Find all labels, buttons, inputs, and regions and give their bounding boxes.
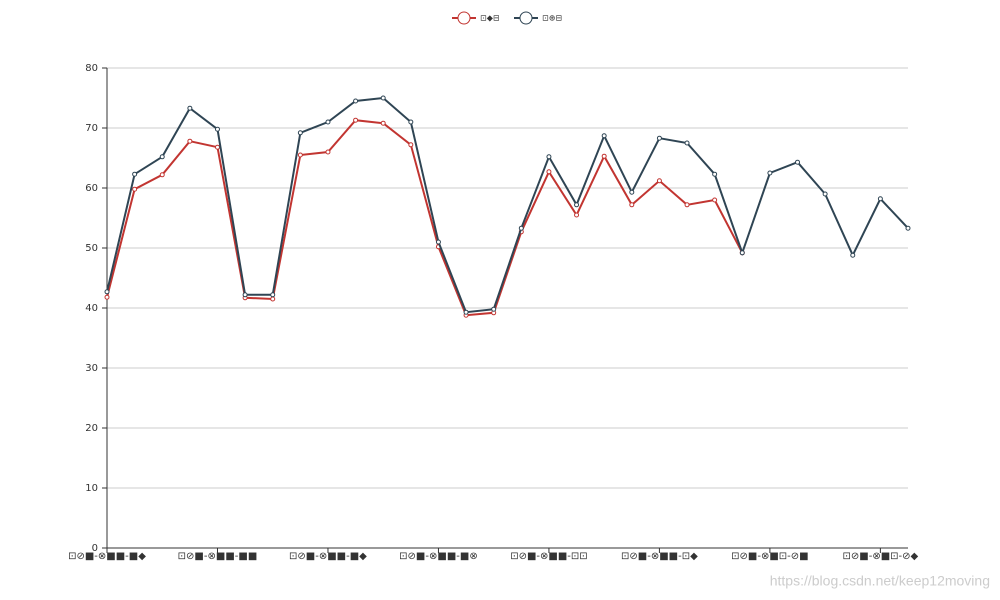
- y-tick-label: 20: [85, 423, 98, 434]
- data-point: [214, 126, 220, 132]
- watermark: https://blog.csdn.net/keep12moving: [770, 573, 990, 589]
- x-tick-label: ⊡⊘■-⊗■■-■■: [178, 551, 258, 562]
- data-point: [325, 119, 331, 125]
- y-tick-label: 60: [85, 183, 98, 194]
- data-point: [104, 294, 110, 300]
- data-point: [353, 117, 359, 123]
- y-tick-label: 40: [85, 303, 98, 314]
- data-point: [712, 171, 718, 177]
- data-point: [767, 170, 773, 176]
- data-point: [546, 154, 552, 160]
- data-point: [712, 197, 718, 203]
- data-point: [795, 159, 801, 165]
- data-point: [905, 225, 911, 231]
- y-tick-label: 80: [85, 63, 98, 74]
- data-point: [822, 191, 828, 197]
- y-tick-label: 30: [85, 363, 98, 374]
- data-point: [325, 149, 331, 155]
- data-point: [297, 152, 303, 158]
- data-point: [491, 306, 497, 312]
- data-point: [380, 95, 386, 101]
- x-tick-label: ⊡⊘■-⊗■■-⊡⊡: [510, 551, 587, 562]
- data-point: [518, 225, 524, 231]
- data-point: [380, 120, 386, 126]
- x-tick-label: ⊡⊘■-⊗■⊡-⊘◆: [843, 551, 919, 562]
- data-point: [601, 133, 607, 139]
- data-point: [574, 212, 580, 218]
- x-tick-label: ⊡⊘■-⊗■■-⊡◆: [621, 551, 698, 562]
- data-point: [297, 130, 303, 136]
- data-point: [850, 252, 856, 258]
- data-point: [546, 169, 552, 175]
- data-point: [353, 98, 359, 104]
- data-point: [132, 171, 138, 177]
- x-tick-label: ⊡⊘■-⊗■■-■◆: [68, 551, 146, 562]
- x-tick-label: ⊡⊘■-⊗■■-■⊗: [399, 551, 478, 562]
- data-point: [629, 189, 635, 195]
- data-point: [684, 140, 690, 146]
- data-point: [187, 138, 193, 144]
- y-tick-label: 50: [85, 243, 98, 254]
- data-point: [159, 154, 165, 160]
- data-point: [574, 202, 580, 208]
- y-tick-label: 10: [85, 483, 98, 494]
- data-point: [242, 292, 248, 298]
- legend-marker: [457, 11, 471, 25]
- y-tick-label: 0: [92, 543, 98, 554]
- data-point: [877, 196, 883, 202]
- data-point: [629, 202, 635, 208]
- data-point: [187, 105, 193, 111]
- x-tick-label: ⊡⊘■-⊗■⊡-⊘■: [731, 551, 808, 562]
- data-point: [656, 135, 662, 141]
- data-point: [104, 289, 110, 295]
- series-line: [106, 96, 909, 314]
- x-tick-label: ⊡⊘■-⊗■■-■◆: [289, 551, 367, 562]
- data-point: [684, 202, 690, 208]
- data-point: [656, 178, 662, 184]
- data-point: [270, 292, 276, 298]
- legend-label: ⊡◆⊟: [480, 14, 500, 23]
- data-point: [132, 186, 138, 192]
- data-point: [214, 144, 220, 150]
- data-point: [159, 172, 165, 178]
- y-tick-label: 70: [85, 123, 98, 134]
- data-point: [408, 142, 414, 148]
- data-point: [435, 239, 441, 245]
- data-point: [601, 153, 607, 159]
- series-line: [106, 119, 744, 317]
- legend-marker: [519, 11, 533, 25]
- legend-label: ⊡⊕⊟: [542, 14, 562, 23]
- data-point: [739, 250, 745, 256]
- data-point: [270, 296, 276, 302]
- data-point: [408, 119, 414, 125]
- data-point: [463, 309, 469, 315]
